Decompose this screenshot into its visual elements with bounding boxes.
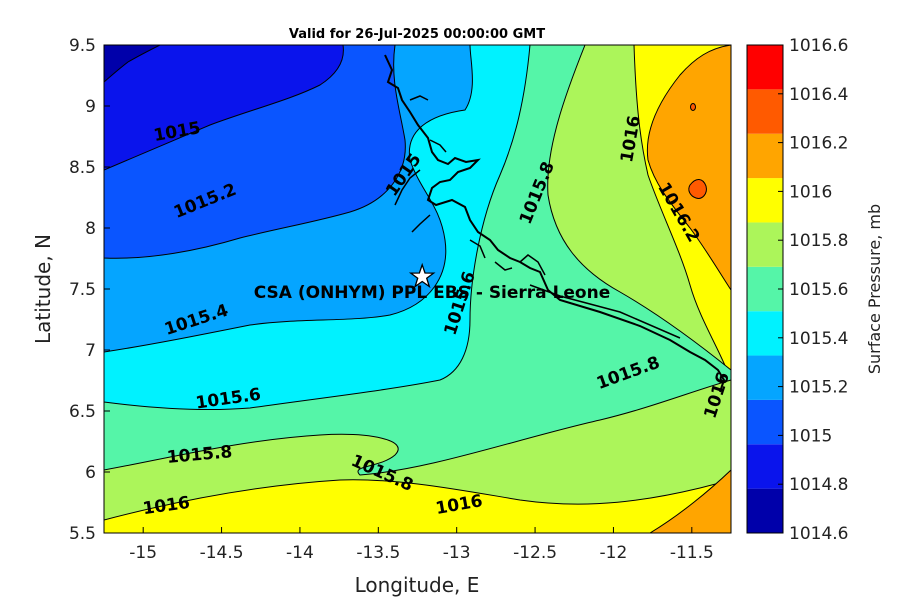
x-tick-label: -13.5 (356, 543, 400, 563)
y-axis-label: Latitude, N (31, 234, 55, 344)
band-1016-4-dot (690, 103, 696, 111)
river-north (394, 95, 447, 233)
colorbar-swatch (747, 133, 783, 179)
colorbar-tick-label: 1016 (789, 182, 832, 202)
x-tick-label: -13 (443, 543, 471, 563)
colorbar-label: Surface Pressure, mb (865, 204, 884, 374)
y-tick-label: 7.5 (69, 280, 96, 300)
y-tick-label: 9 (85, 97, 96, 117)
y-tick-label: 8.5 (69, 158, 96, 178)
colorbar-tick-label: 1014.6 (789, 524, 848, 544)
colorbar-tick-label: 1015.8 (789, 231, 848, 251)
colorbar-tick-label: 1015.6 (789, 280, 848, 300)
colorbar-tick-label: 1016.6 (789, 36, 848, 56)
y-axis: 5.5 6 6.5 7 7.5 8 8.5 9 9.5 (69, 36, 110, 544)
colorbar-tick-label: 1014.8 (789, 475, 848, 495)
colorbar-swatch (747, 222, 783, 267)
band-1016-4-cell (688, 179, 707, 199)
colorbar-swatch (747, 399, 783, 445)
y-tick-label: 6 (85, 463, 96, 483)
band-1016-2-east (646, 45, 731, 291)
colorbar-tick-label: 1016.4 (789, 85, 848, 105)
coastline (384, 54, 726, 393)
y-tick-label: 5.5 (69, 524, 96, 544)
colorbar-swatch (747, 45, 783, 90)
x-axis: -15 -14.5 -14 -13.5 -13 -12.5 -12 -11.5 (129, 527, 714, 563)
colorbar-swatch (747, 444, 783, 489)
colorbar-swatch (747, 178, 783, 223)
y-tick-label: 8 (85, 219, 96, 239)
y-tick-label: 7 (85, 341, 96, 361)
colorbar-swatch (747, 311, 783, 356)
band-1014-6 (104, 45, 161, 83)
band-1014-8 (104, 45, 344, 171)
x-tick-label: -15 (129, 543, 157, 563)
river-central (469, 239, 681, 339)
colorbar: 1014.6 1014.8 1015 1015.2 1015.4 1015.6 1015.8… (746, 36, 848, 544)
site-marker[interactable] (408, 262, 436, 289)
site-label: CSA (ONHYM) PPL EBS - Sierra Leone (254, 283, 611, 303)
colorbar-tick-label: 1015.2 (789, 378, 848, 398)
colorbar-swatch (747, 266, 783, 312)
colorbar-tick-label: 1015.4 (789, 329, 848, 349)
y-tick-label: 9.5 (69, 36, 96, 56)
colorbar-swatch (747, 355, 783, 400)
colorbar-tick-label: 1016.2 (789, 134, 848, 154)
colorbar-swatch (747, 89, 783, 134)
x-tick-label: -11.5 (670, 543, 714, 563)
x-tick-label: -14 (286, 543, 314, 563)
x-axis-label: Longitude, E (355, 573, 480, 597)
x-tick-label: -12.5 (513, 543, 557, 563)
map-title: Valid for 26-Jul-2025 00:00:00 GMT (289, 27, 545, 42)
colorbar-tick-label: 1015 (789, 426, 832, 446)
star-icon[interactable] (408, 262, 436, 289)
x-tick-label: -12 (600, 543, 628, 563)
colorbar-swatch (747, 488, 783, 533)
y-tick-label: 6.5 (69, 402, 96, 422)
x-tick-label: -14.5 (200, 543, 244, 563)
